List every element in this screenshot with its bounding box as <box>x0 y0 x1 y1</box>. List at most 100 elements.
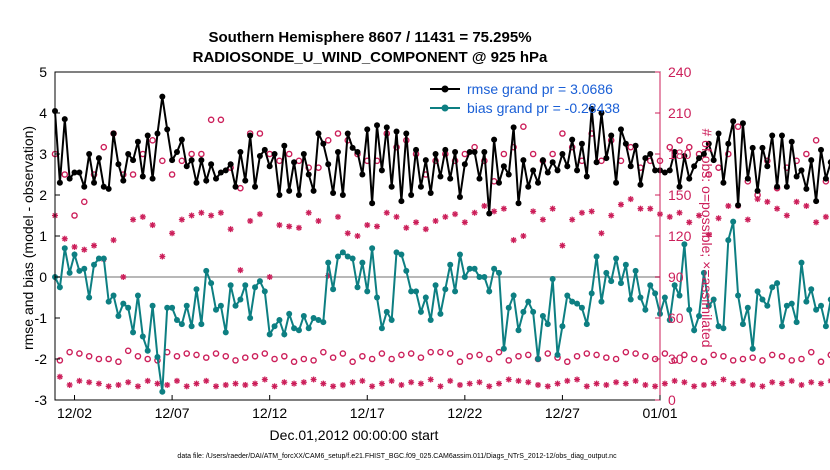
assimilated-obs-point <box>720 376 727 383</box>
rmse-point <box>295 192 302 198</box>
bias-point <box>334 253 341 260</box>
bias-point <box>803 298 810 305</box>
assimilated-obs-point <box>608 212 615 219</box>
possible-obs-point <box>715 164 722 171</box>
rmse-point <box>549 159 556 166</box>
bias-point <box>476 274 483 280</box>
possible-obs-point <box>266 150 273 158</box>
assimilated-obs-point <box>730 380 737 387</box>
assimilated-obs-point <box>149 222 156 229</box>
possible-obs-point <box>739 355 747 363</box>
x-tick-label: 12/27 <box>545 405 580 421</box>
bias-point <box>95 255 102 262</box>
assimilated-obs-point <box>256 211 263 218</box>
y-right-tick-label: 240 <box>668 64 692 80</box>
possible-obs-point <box>461 150 469 158</box>
rmse-point <box>476 175 483 182</box>
possible-obs-point <box>529 150 537 158</box>
rmse-point <box>461 161 468 168</box>
assimilated-obs-point <box>696 212 703 219</box>
possible-obs-point <box>388 355 395 363</box>
possible-obs-point <box>276 157 283 165</box>
assimilated-obs-point <box>613 379 620 386</box>
rmse-point <box>188 157 195 164</box>
rmse-point <box>173 148 180 155</box>
bias-point <box>564 292 571 299</box>
bias-point <box>71 251 78 258</box>
x-tick-label: 12/12 <box>252 405 287 421</box>
assimilated-obs-point <box>169 230 176 237</box>
assimilated-obs-point <box>105 383 112 390</box>
possible-obs-point <box>173 352 181 360</box>
assimilated-obs-point <box>213 383 220 390</box>
axis-layer: -3 -2 -1 0 1 2 3 4 5 0 30 60 90 120 150 180 210 240 12/02 1… <box>35 64 692 421</box>
assimilated-obs-point <box>247 217 254 224</box>
bias-point <box>261 288 268 295</box>
assimilated-obs-point <box>134 383 141 390</box>
possible-obs-point <box>310 357 317 364</box>
possible-obs-point <box>359 352 366 360</box>
possible-obs-point <box>105 355 112 363</box>
possible-obs-point <box>803 150 810 158</box>
assimilated-obs-point <box>569 216 576 223</box>
possible-obs-point <box>749 354 757 361</box>
bias-point <box>295 327 302 334</box>
bias-point <box>305 325 312 332</box>
possible-obs-point <box>676 137 683 144</box>
rmse-point <box>110 130 117 137</box>
assimilated-obs-point <box>115 381 122 388</box>
possible-obs-point <box>368 355 376 363</box>
rmse-point <box>578 140 585 147</box>
assimilated-obs-point <box>632 377 639 384</box>
rmse-point <box>671 148 678 155</box>
bias-point <box>76 267 83 274</box>
possible-obs-point <box>720 352 727 360</box>
rmse-point <box>554 167 561 174</box>
rmse-point <box>427 189 434 196</box>
rmse-point <box>310 187 317 194</box>
assimilated-obs-point <box>130 216 137 223</box>
bias-point <box>535 356 542 362</box>
bias-point <box>544 321 551 328</box>
assimilated-obs-point <box>447 377 454 384</box>
rmse-point <box>486 210 493 217</box>
possible-obs-point <box>642 352 649 360</box>
bias-point <box>242 282 249 289</box>
assimilated-obs-point <box>378 380 385 387</box>
bias-point <box>637 294 644 301</box>
bias-point <box>222 329 229 336</box>
assimilated-obs-point <box>535 381 542 388</box>
assimilated-obs-point <box>173 377 180 384</box>
bias-point <box>408 288 415 295</box>
possible-obs-point <box>100 143 108 151</box>
bias-point <box>569 298 576 305</box>
rmse-legend-label: rmse grand pr = 3.0686 <box>467 81 613 97</box>
bias-point <box>666 317 673 324</box>
rmse-point <box>276 192 283 198</box>
assimilated-obs-point <box>271 383 278 390</box>
possible-obs-point <box>666 143 674 151</box>
assimilated-obs-point <box>242 381 249 388</box>
assimilated-obs-point <box>393 213 400 220</box>
assimilated-obs-point <box>364 222 371 229</box>
possible-obs-point <box>520 123 527 130</box>
assimilated-obs-point <box>344 230 351 237</box>
bias-point <box>652 290 659 297</box>
possible-obs-point <box>281 352 288 360</box>
rmse-point <box>125 151 132 157</box>
assimilated-obs-point <box>578 209 585 216</box>
possible-obs-point <box>729 357 737 364</box>
assimilated-obs-point <box>369 383 376 390</box>
assimilated-obs-point <box>300 379 307 386</box>
bias-point <box>705 302 712 309</box>
bias-point <box>744 304 751 311</box>
rmse-point <box>710 157 717 164</box>
rmse-point <box>774 183 781 190</box>
bias-point <box>456 251 463 258</box>
rmse-point <box>661 169 668 176</box>
possible-obs-point <box>593 351 600 359</box>
assimilated-obs-point <box>808 379 815 386</box>
possible-obs-point <box>212 350 220 357</box>
rmse-point <box>120 177 127 184</box>
